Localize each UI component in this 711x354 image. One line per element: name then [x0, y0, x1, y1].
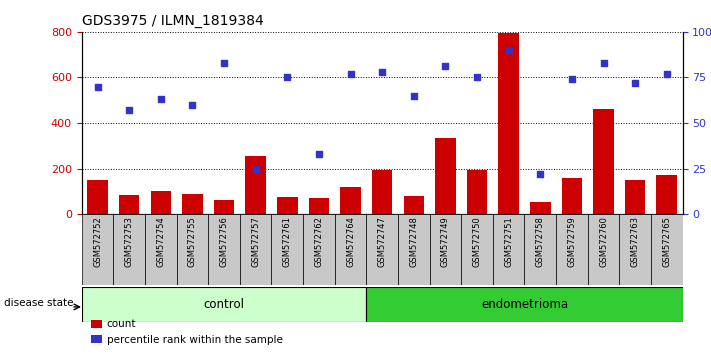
Text: GSM572757: GSM572757	[251, 216, 260, 267]
Text: GSM572760: GSM572760	[599, 216, 608, 267]
Bar	[335, 214, 366, 285]
Text: GDS3975 / ILMN_1819384: GDS3975 / ILMN_1819384	[82, 14, 264, 28]
Point	[535, 171, 546, 177]
Bar	[493, 214, 525, 285]
Point	[661, 71, 673, 76]
Text: GSM572759: GSM572759	[567, 216, 577, 267]
Bar	[303, 214, 335, 285]
Bar	[176, 214, 208, 285]
Bar	[429, 214, 461, 285]
Bar	[119, 195, 139, 214]
Bar	[656, 176, 677, 214]
Bar	[651, 214, 683, 285]
Bar	[461, 214, 493, 285]
Text: GSM572762: GSM572762	[314, 216, 324, 267]
Bar	[466, 170, 487, 214]
Bar	[498, 33, 519, 214]
Text: endometrioma: endometrioma	[481, 298, 568, 311]
Bar	[182, 194, 203, 214]
Text: GSM572749: GSM572749	[441, 216, 450, 267]
Bar	[404, 196, 424, 214]
Text: GSM572764: GSM572764	[346, 216, 355, 267]
Bar	[82, 214, 113, 285]
Point	[503, 47, 514, 53]
Point	[155, 97, 166, 102]
Bar	[272, 214, 303, 285]
Bar	[309, 198, 329, 214]
Legend: count, percentile rank within the sample: count, percentile rank within the sample	[87, 315, 287, 349]
Bar	[87, 180, 108, 214]
Bar	[372, 170, 392, 214]
Text: GSM572754: GSM572754	[156, 216, 166, 267]
Point	[408, 93, 419, 98]
Bar	[593, 109, 614, 214]
Bar	[398, 214, 429, 285]
Bar	[82, 287, 366, 322]
Point	[629, 80, 641, 86]
Bar	[208, 214, 240, 285]
Text: GSM572755: GSM572755	[188, 216, 197, 267]
Point	[124, 107, 135, 113]
Text: GSM572753: GSM572753	[124, 216, 134, 267]
Text: disease state: disease state	[4, 298, 73, 308]
Bar	[525, 214, 556, 285]
Bar	[240, 214, 272, 285]
Point	[92, 84, 103, 89]
Text: GSM572747: GSM572747	[378, 216, 387, 267]
Point	[471, 75, 483, 80]
Text: GSM572752: GSM572752	[93, 216, 102, 267]
Text: GSM572763: GSM572763	[631, 216, 640, 267]
Text: control: control	[203, 298, 245, 311]
Point	[218, 60, 230, 66]
Text: GSM572765: GSM572765	[662, 216, 671, 267]
Text: GSM572756: GSM572756	[220, 216, 228, 267]
Point	[250, 166, 262, 171]
Bar	[556, 214, 588, 285]
Bar	[113, 214, 145, 285]
Text: GSM572751: GSM572751	[504, 216, 513, 267]
Bar	[214, 200, 235, 214]
Text: GSM572750: GSM572750	[473, 216, 481, 267]
Text: GSM572758: GSM572758	[536, 216, 545, 267]
Bar	[562, 178, 582, 214]
Bar	[588, 214, 619, 285]
Bar	[341, 187, 360, 214]
Bar	[145, 214, 176, 285]
Bar	[151, 192, 171, 214]
Text: GSM572748: GSM572748	[410, 216, 418, 267]
Point	[377, 69, 388, 75]
Point	[566, 76, 577, 82]
Bar	[366, 214, 398, 285]
Text: GSM572761: GSM572761	[283, 216, 292, 267]
Bar	[625, 181, 646, 214]
Bar	[366, 287, 683, 322]
Bar	[277, 197, 298, 214]
Bar	[435, 138, 456, 214]
Point	[282, 75, 293, 80]
Point	[598, 60, 609, 66]
Bar	[245, 156, 266, 214]
Bar	[530, 202, 550, 214]
Bar	[619, 214, 651, 285]
Point	[314, 151, 325, 157]
Point	[187, 102, 198, 108]
Point	[439, 64, 451, 69]
Point	[345, 71, 356, 76]
